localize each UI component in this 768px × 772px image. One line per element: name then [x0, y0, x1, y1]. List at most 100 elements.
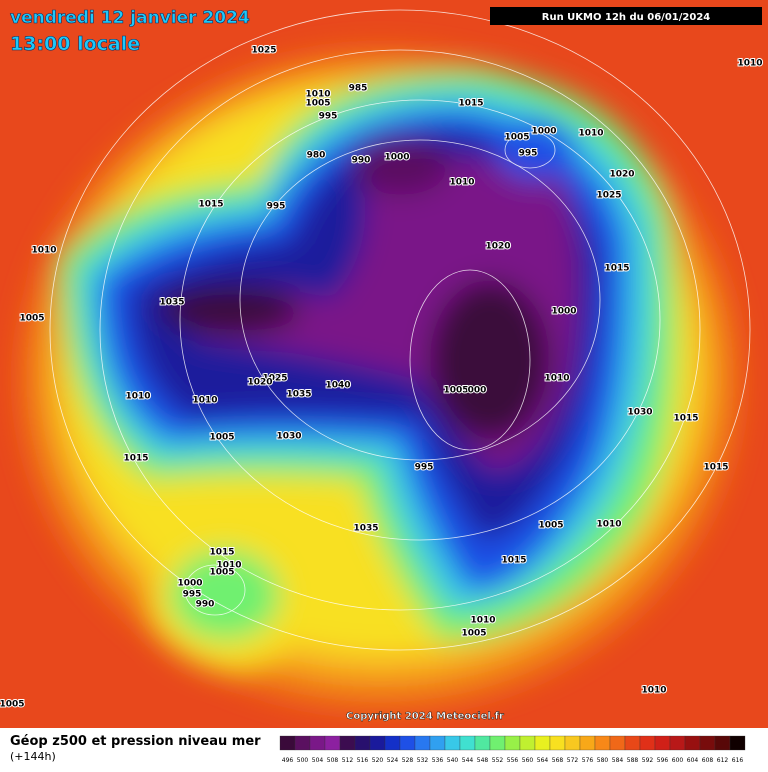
- scale-label: 544: [462, 757, 474, 764]
- pressure-label: 1015: [458, 99, 483, 109]
- scale-swatch: [534, 735, 551, 751]
- pressure-label: 1015: [198, 200, 223, 210]
- pressure-label: 1015: [703, 463, 728, 473]
- scale-swatch: [699, 735, 716, 751]
- pressure-label: 1010: [641, 686, 666, 696]
- scale-swatch: [519, 735, 536, 751]
- scale-label: 508: [327, 757, 339, 764]
- scale-label: 592: [642, 757, 654, 764]
- scale-swatch: [474, 735, 491, 751]
- pressure-label: 1005: [538, 521, 563, 531]
- scale-label: 540: [447, 757, 459, 764]
- scale-swatch: [729, 735, 746, 751]
- pressure-label: 1010: [305, 90, 330, 100]
- scale-label: 596: [657, 757, 669, 764]
- pressure-label: 1005: [443, 386, 468, 396]
- isobars: [49, 9, 751, 651]
- scale-swatch: [444, 735, 461, 751]
- legend-subtitle: (+144h): [10, 750, 56, 763]
- scale-swatch: [384, 735, 401, 751]
- pressure-label: 985: [349, 84, 368, 94]
- color-scale: 496 500 504 508 512 516 520 524 528 532 536 540 544 5…: [279, 735, 746, 764]
- pressure-label: 1010: [544, 374, 569, 384]
- pressure-label: 1025: [262, 374, 287, 384]
- pressure-label: 1005: [209, 568, 234, 578]
- scale-label: 532: [417, 757, 429, 764]
- pressure-label: 1020: [485, 242, 510, 252]
- scale-swatch: [594, 735, 611, 751]
- pressure-label: 1005: [305, 99, 330, 109]
- scale-label: 576: [582, 757, 594, 764]
- pressure-label: 1000: [531, 127, 556, 137]
- scale-swatch: [429, 735, 446, 751]
- scale-label: 588: [627, 757, 639, 764]
- scale-label: 600: [672, 757, 684, 764]
- scale-label: 584: [612, 757, 624, 764]
- pressure-label: 1010: [125, 392, 150, 402]
- pressure-label: 1040: [325, 381, 350, 391]
- pressure-label: 1010: [596, 520, 621, 530]
- scale-swatch: [324, 735, 341, 751]
- scale-label: 616: [732, 757, 744, 764]
- scale-label: 516: [357, 757, 369, 764]
- scale-label: 528: [402, 757, 414, 764]
- pressure-label: 1030: [627, 408, 652, 418]
- scale-swatch: [294, 735, 311, 751]
- pressure-label: 990: [196, 600, 215, 610]
- pressure-label: 1000: [177, 579, 202, 589]
- scale-swatch: [684, 735, 701, 751]
- run-box: [490, 7, 762, 25]
- pressure-label: 995: [183, 590, 202, 600]
- pressure-label: 1005: [0, 700, 25, 710]
- pressure-label: 1010: [737, 59, 762, 69]
- pressure-label: 995: [267, 202, 286, 212]
- pressure-label: 1025: [596, 191, 621, 201]
- scale-label: 504: [312, 757, 324, 764]
- run-label: Run UKMO 12h du 06/01/2024: [542, 12, 711, 23]
- pressure-label: 1010: [470, 616, 495, 626]
- pressure-label: 000: [468, 386, 487, 396]
- time-title: 13:00 locale: [10, 33, 140, 55]
- scale-label: 536: [432, 757, 444, 764]
- pressure-label: 1015: [673, 414, 698, 424]
- copyright: Copyright 2024 Meteociel.fr: [346, 711, 504, 722]
- scale-swatch: [459, 735, 476, 751]
- pressure-label: 1005: [209, 433, 234, 443]
- legend-title: Géop z500 et pression niveau mer: [10, 734, 261, 749]
- pressure-label: 1035: [159, 298, 184, 308]
- pressure-label: 1005: [19, 314, 44, 324]
- scale-swatch: [279, 735, 296, 751]
- pressure-label: 1020: [247, 378, 272, 388]
- pressure-label: 995: [319, 112, 338, 122]
- pressure-label: 1025: [251, 46, 276, 56]
- pressure-label: 980: [307, 151, 326, 161]
- pressure-label: 995: [519, 149, 538, 159]
- pressure-label: 1010: [31, 246, 56, 256]
- scale-swatch: [579, 735, 596, 751]
- scale-label: 524: [387, 757, 399, 764]
- pressure-label: 990: [352, 156, 371, 166]
- scale-label: 496: [282, 757, 294, 764]
- pressure-label: 1015: [123, 454, 148, 464]
- pressure-label: 1015: [604, 264, 629, 274]
- pressure-label: 1010: [216, 561, 241, 571]
- scale-label: 520: [372, 757, 384, 764]
- pressure-label: 1010: [449, 178, 474, 188]
- scale-swatch: [654, 735, 671, 751]
- scale-label: 564: [537, 757, 549, 764]
- pressure-label: 1015: [209, 548, 234, 558]
- scale-label: 548: [477, 757, 489, 764]
- pressure-label: 1030: [276, 432, 301, 442]
- scale-label: 608: [702, 757, 714, 764]
- date-title: vendredi 12 janvier 2024: [10, 8, 250, 28]
- scale-swatch: [714, 735, 731, 751]
- pressure-label: 1000: [551, 307, 576, 317]
- scale-swatch: [549, 735, 566, 751]
- scale-swatch: [309, 735, 326, 751]
- scale-swatch: [639, 735, 656, 751]
- scale-swatch: [609, 735, 626, 751]
- pressure-label: 1035: [286, 390, 311, 400]
